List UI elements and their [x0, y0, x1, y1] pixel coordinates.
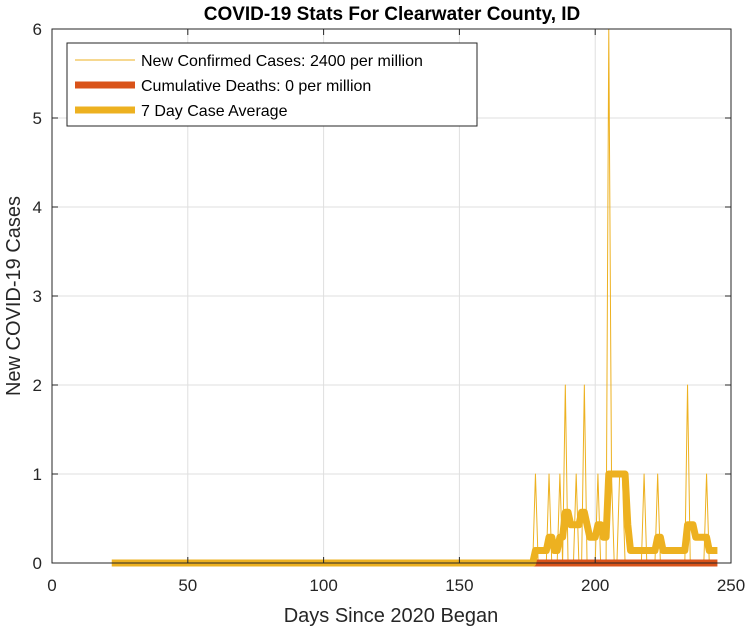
legend-entry-deaths: Cumulative Deaths: 0 per million [141, 78, 371, 95]
x-tick-label: 100 [309, 576, 337, 595]
x-axis-label: Days Since 2020 Began [284, 605, 499, 627]
x-tick-label: 150 [445, 576, 473, 595]
series-7-day-average [111, 470, 719, 567]
y-tick-label: 5 [33, 109, 42, 128]
y-tick-label: 6 [33, 20, 42, 39]
y-tick-label: 3 [33, 287, 42, 306]
x-tick-label: 50 [178, 576, 197, 595]
legend-box [66, 42, 478, 127]
axes-box [51, 28, 732, 564]
y-tick-labels: 0 1 2 3 4 5 6 [33, 20, 42, 573]
y-axis-label: New COVID-19 Cases [3, 196, 25, 396]
x-tick-label: 200 [581, 576, 609, 595]
x-tick-labels: 0 50 100 150 200 250 [47, 576, 745, 595]
y-tick-label: 2 [33, 376, 42, 395]
legend-entry-average: 7 Day Case Average [141, 103, 288, 120]
y-tick-label: 4 [33, 198, 42, 217]
x-tick-label: 250 [717, 576, 745, 595]
legend: New Confirmed Cases: 2400 per million Cu… [66, 42, 478, 127]
chart-title: COVID-19 Stats For Clearwater County, ID [204, 4, 581, 25]
y-tick-label: 0 [33, 554, 42, 573]
legend-entry-new-cases: New Confirmed Cases: 2400 per million [141, 53, 423, 70]
axes [51, 28, 732, 564]
y-tick-label: 1 [33, 465, 42, 484]
x-tick-label: 0 [47, 576, 56, 595]
